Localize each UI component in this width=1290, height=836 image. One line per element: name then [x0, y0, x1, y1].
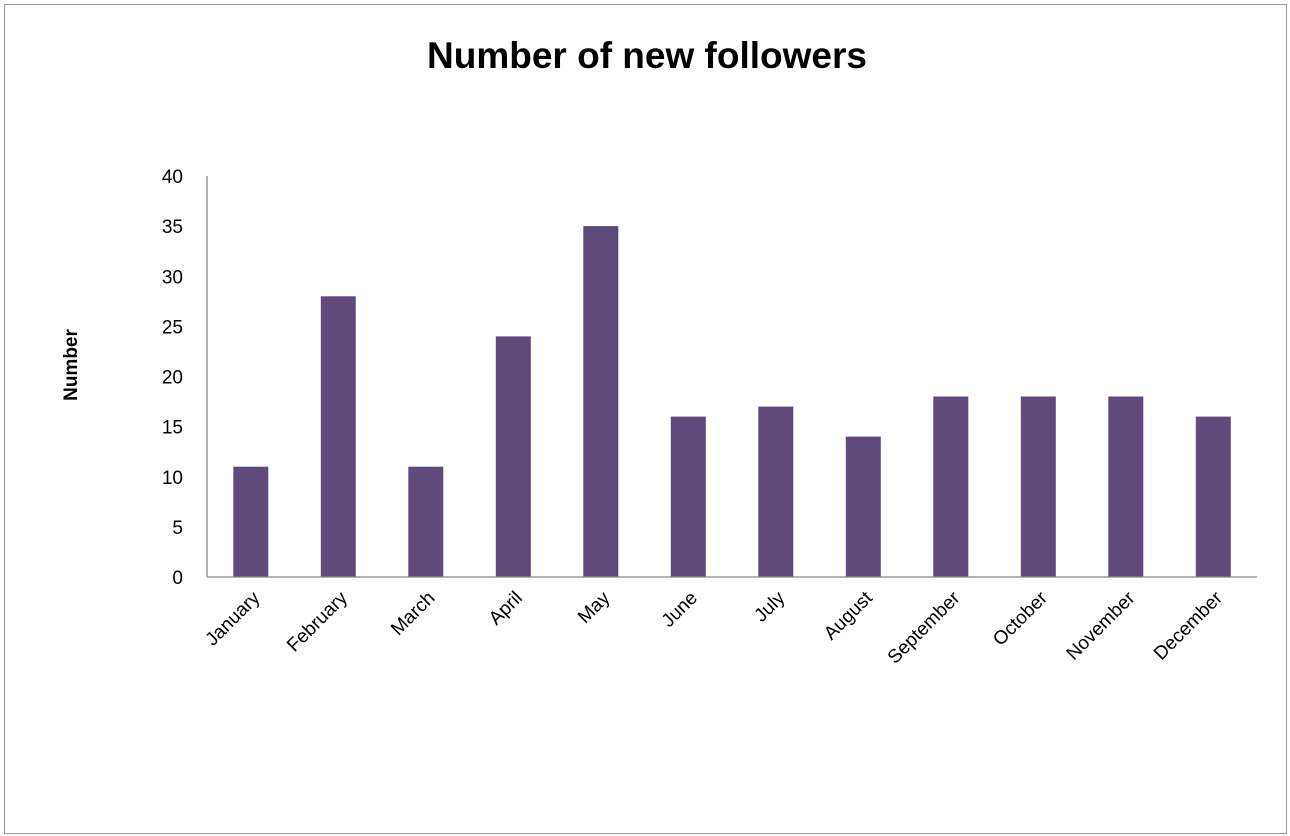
x-tick-label-november: November — [1063, 587, 1140, 664]
axes-group — [206, 176, 1257, 578]
x-tick-label-may: May — [574, 587, 615, 628]
bar-august — [845, 436, 881, 577]
x-tick-label-april: April — [485, 588, 527, 630]
bar-july — [758, 406, 794, 577]
bar-february — [320, 296, 356, 577]
y-tick-label: 35 — [162, 217, 183, 238]
y-ticks-group: 0 5 10 15 20 25 30 35 40 — [162, 167, 183, 589]
x-tick-label-august: August — [820, 587, 877, 644]
bar-december — [1195, 416, 1231, 577]
x-tick-label-march: March — [387, 588, 439, 640]
y-axis-label: Number — [61, 329, 82, 401]
bar-may — [583, 226, 619, 577]
chart-frame — [4, 4, 1287, 834]
y-tick-label: 30 — [162, 267, 183, 288]
x-tick-label-july: July — [751, 587, 790, 626]
y-tick-label: 40 — [162, 167, 183, 188]
y-tick-label: 0 — [172, 568, 183, 589]
bar-march — [408, 466, 444, 577]
x-tick-label-june: June — [658, 588, 702, 632]
x-tick-label-february: February — [283, 587, 352, 656]
x-tick-label-january: January — [202, 587, 265, 650]
x-tick-label-december: December — [1150, 587, 1227, 664]
bar-october — [1020, 396, 1056, 577]
y-tick-label: 10 — [162, 468, 183, 489]
x-ticks-group: January February March April May June July Augu… — [202, 587, 1228, 668]
y-tick-label: 20 — [162, 368, 183, 389]
chart-title: Number of new followers — [427, 35, 867, 76]
y-tick-label: 5 — [172, 518, 183, 539]
bar-september — [933, 396, 969, 577]
y-tick-label: 15 — [162, 418, 183, 439]
y-tick-label: 25 — [162, 317, 183, 338]
bar-january — [233, 466, 269, 577]
x-tick-label-october: October — [989, 587, 1052, 650]
x-tick-label-september: September — [884, 587, 965, 668]
bar-june — [670, 416, 706, 577]
bars-group — [233, 226, 1231, 577]
bar-april — [495, 336, 531, 577]
bar-november — [1108, 396, 1144, 577]
